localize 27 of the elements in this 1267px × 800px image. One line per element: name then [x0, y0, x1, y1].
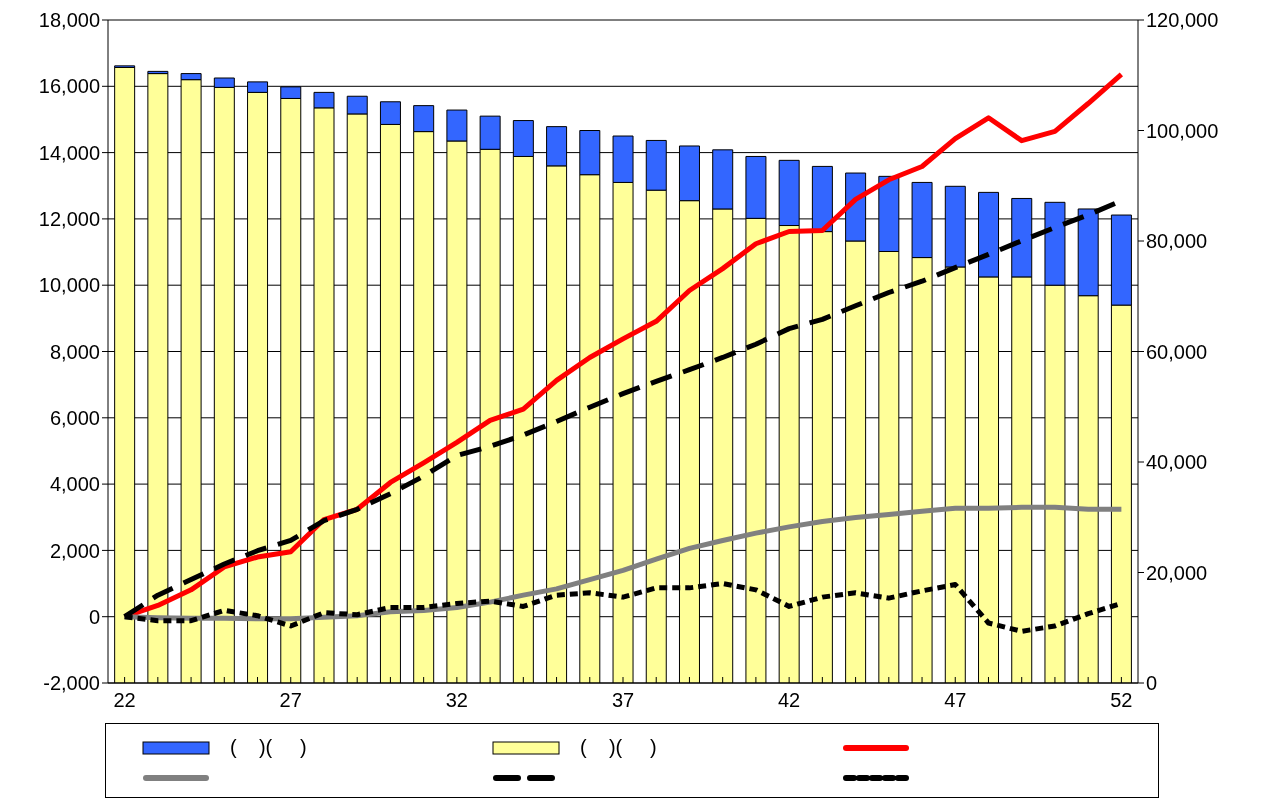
y-tick-label: 12,000	[38, 208, 100, 230]
y-tick-label: 2,000	[49, 539, 100, 562]
y-tick-label: -2,000	[43, 672, 100, 695]
x-tick-label: 32	[445, 689, 468, 712]
y2-tick-label: 80,000	[1146, 230, 1208, 253]
legend-label: ( )( )	[230, 736, 307, 759]
y2-tick-label: 100,000	[1146, 119, 1219, 142]
y2-tick-label: 120,000	[1146, 9, 1219, 32]
y2-tick-label: 20,000	[1146, 561, 1208, 584]
x-tick-label: 42	[778, 689, 801, 712]
y-tick-label: 10,000	[38, 274, 100, 297]
legend-label: ( )( )	[580, 736, 657, 759]
x-tick-label: 47	[944, 689, 967, 712]
x-tick-label: 27	[279, 689, 302, 712]
x-tick-label: 22	[113, 689, 136, 712]
y-tick-label: 8,000	[49, 340, 100, 363]
y-tick-label: 0	[88, 605, 100, 628]
x-tick-label: 37	[611, 689, 635, 712]
y-tick-label: 18,000	[38, 9, 100, 32]
y2-tick-label: 40,000	[1146, 451, 1208, 474]
y-tick-label: 4,000	[49, 473, 100, 496]
y-tick-label: 6,000	[49, 406, 100, 429]
x-tick-label: 52	[1110, 689, 1133, 712]
y2-tick-label: 60,000	[1146, 340, 1208, 363]
y-tick-label: 14,000	[38, 141, 100, 164]
y2-tick-label: 0	[1146, 672, 1158, 695]
y-tick-label: 16,000	[38, 75, 100, 98]
